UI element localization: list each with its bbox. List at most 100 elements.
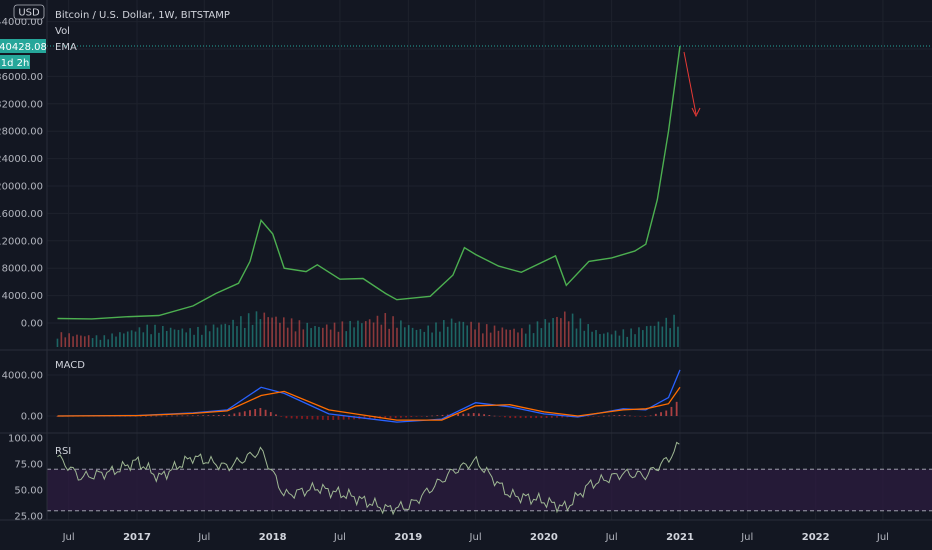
- macd-histogram-bar: [472, 413, 475, 416]
- macd-histogram-bar: [649, 415, 652, 417]
- macd-histogram-bar: [462, 413, 465, 416]
- macd-histogram-bar: [165, 415, 168, 417]
- price-series-line[interactable]: [57, 46, 681, 320]
- macd-histogram-bar: [618, 415, 621, 416]
- volume-bar: [548, 322, 550, 347]
- macd-title[interactable]: MACD: [55, 360, 85, 371]
- volume-bar: [224, 323, 227, 347]
- rsi-y-axis[interactable]: 25.00 50.00 75.00 100.00: [8, 434, 43, 523]
- volume-bar: [638, 327, 640, 347]
- volume-bar: [603, 333, 605, 347]
- macd-histogram-bar: [530, 416, 532, 419]
- macd-histogram-bar: [171, 415, 173, 417]
- volume-bar: [501, 327, 504, 347]
- volume-bar: [415, 329, 418, 347]
- volume-bar: [107, 339, 109, 347]
- price-ytick-label: 36000.00: [0, 72, 43, 83]
- rsi-line[interactable]: [57, 441, 680, 516]
- rsi-ytick-label: 25.00: [14, 512, 43, 523]
- volume-bar: [220, 324, 223, 347]
- macd-histogram-bar: [602, 415, 605, 417]
- volume-bar: [400, 320, 402, 347]
- volume-bar: [95, 335, 98, 347]
- volume-bar: [505, 329, 508, 347]
- volume-bar: [177, 329, 180, 347]
- volume-bar: [439, 331, 441, 347]
- volume-bar: [247, 313, 250, 347]
- volume-bar: [87, 335, 90, 347]
- volume-bar: [364, 321, 367, 347]
- volume-bar: [657, 321, 660, 347]
- macd-histogram-bar: [327, 416, 329, 421]
- volume-bar: [173, 329, 176, 347]
- macd-histogram-bar: [498, 416, 501, 417]
- volume-bar: [392, 316, 394, 347]
- price-pane[interactable]: [57, 46, 681, 320]
- xaxis-tick-label: Jul: [740, 532, 753, 543]
- symbol-title[interactable]: Bitcoin / U.S. Dollar, 1W, BITSTAMP: [55, 10, 230, 21]
- macd-histogram-bar: [415, 416, 418, 417]
- macd-histogram-bar: [634, 416, 636, 417]
- volume-bar: [618, 335, 621, 347]
- volume-bar: [126, 331, 129, 347]
- macd-y-axis[interactable]: 0.00 4000.00: [2, 371, 43, 423]
- volume-bar: [532, 333, 535, 347]
- macd-histogram-bar: [587, 416, 590, 417]
- macd-histogram-bar: [249, 410, 251, 416]
- macd-histogram-bar: [321, 416, 324, 420]
- currency-button-label: USD: [18, 8, 40, 19]
- price-ytick-label: 20000.00: [0, 182, 43, 193]
- rsi-title[interactable]: RSI: [55, 446, 71, 457]
- volume-bar: [552, 318, 554, 347]
- rsi-ytick-label: 100.00: [8, 434, 43, 445]
- volume-bar: [579, 318, 582, 347]
- macd-histogram-bar: [441, 414, 444, 416]
- signal-line[interactable]: [57, 386, 681, 421]
- macd-pane[interactable]: [56, 369, 681, 423]
- macd-histogram-bar: [176, 415, 179, 417]
- macd-histogram-bar: [639, 416, 642, 417]
- indicator-vol-label[interactable]: Vol: [55, 26, 70, 37]
- volume-bar: [243, 327, 246, 347]
- volume-bar: [556, 316, 558, 347]
- volume-bar: [154, 324, 156, 347]
- volume-bar: [275, 316, 277, 347]
- volume-bar: [91, 338, 94, 347]
- volume-bar: [540, 328, 543, 347]
- macd-histogram-bar: [145, 415, 147, 417]
- macd-histogram-bar: [519, 416, 522, 419]
- macd-histogram-bar: [186, 415, 189, 417]
- macd-histogram-bar: [410, 416, 413, 418]
- macd-histogram-bar: [56, 416, 59, 417]
- volume-bar: [591, 331, 593, 347]
- volume-bar: [454, 322, 457, 347]
- indicator-ema-label[interactable]: EMA: [55, 42, 77, 53]
- time-axis[interactable]: Jul 2017 Jul 2018 Jul 2019 Jul 2020 Jul 2021 Jul 20…: [62, 532, 889, 543]
- volume-bar: [587, 324, 589, 347]
- volume-bar: [653, 325, 656, 347]
- volume-bar: [423, 331, 426, 347]
- rsi-band: [47, 469, 932, 511]
- volume-bar: [345, 331, 348, 347]
- macd-histogram-bar: [202, 415, 205, 416]
- volume-bar: [427, 325, 429, 347]
- annotation-arrow[interactable]: [683, 51, 701, 118]
- volume-bar: [283, 317, 285, 347]
- volume-bar: [68, 333, 70, 347]
- macd-histogram-bar: [504, 416, 506, 418]
- volume-bar: [337, 331, 340, 347]
- macd-histogram-bar: [478, 413, 480, 416]
- xaxis-tick-label: 2018: [259, 532, 287, 543]
- currency-button[interactable]: [13, 4, 45, 20]
- macd-histogram-bar: [431, 415, 434, 417]
- rsi-pane[interactable]: [47, 441, 932, 516]
- macd-histogram-bar: [243, 411, 246, 416]
- volume-bar: [263, 312, 266, 347]
- volume-bar: [419, 329, 422, 347]
- volume-bar: [341, 321, 344, 347]
- volume-bar: [123, 333, 125, 347]
- macd-histogram-bar: [420, 416, 423, 417]
- macd-histogram-bar: [269, 412, 272, 416]
- macd-histogram-bar: [290, 416, 293, 419]
